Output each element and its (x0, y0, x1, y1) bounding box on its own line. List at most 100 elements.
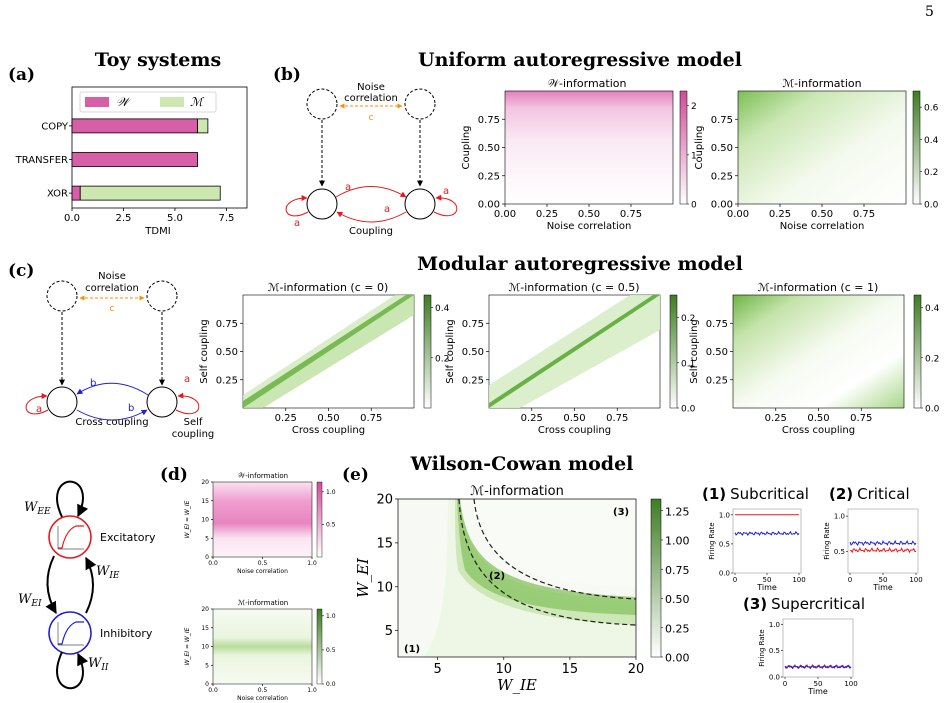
label-wie: WIE (96, 564, 120, 581)
annotation-3: (3) (613, 507, 629, 518)
colorbar (669, 294, 678, 409)
y-axis-label: Self coupling (689, 319, 700, 384)
x-tick-label: 0.50 (578, 209, 600, 220)
noise-label-2: correlation (344, 93, 398, 104)
y-tick-label: 0.25 (706, 375, 728, 386)
heatmap-title: ℳ-information (c = 0) (268, 281, 389, 294)
noise-node-right (404, 88, 436, 120)
page-number: 5 (925, 4, 934, 20)
heatmap-axes: 5 10 15 20 5 10 15 20 W_IE W_EI 0.00 0.25 0.50 0.75 1.… (354, 493, 690, 694)
y-tick-label: 10 (376, 580, 393, 595)
bar-transfer-0 (71, 152, 198, 167)
y-tick-label: 0.50 (216, 347, 238, 358)
noise-node-left (46, 280, 78, 312)
legend-swatch-m (160, 97, 184, 107)
x-tick-label: 20 (628, 662, 645, 677)
rate-series-1 (784, 664, 852, 670)
y-axis-label: Self coupling (445, 319, 456, 384)
heatmap-modular-c05: ℳ-information (c = 0.5) 0.25 0.50 0.75 0.25… (445, 281, 696, 436)
colorbar-tick-label: 0.75 (665, 564, 690, 577)
legend-label-w: 𝒲 (116, 95, 132, 109)
label-a-right: a (184, 374, 190, 385)
y-tick-label: 0.00 (711, 200, 733, 211)
heatmap-title: ℳ-information (c = 0.5) (508, 281, 639, 294)
x-tick-label: 0.50 (811, 209, 833, 220)
y-tick-label: 0.5 (834, 548, 845, 556)
y-tick-label: 0.50 (478, 143, 500, 154)
title-uniform: Uniform autoregressive model (418, 49, 742, 71)
bar-copy-1 (197, 118, 209, 134)
y-tick-label: 0.25 (462, 375, 484, 386)
bar-xor-0 (71, 185, 81, 201)
colorbar-tick-label: 0.0 (326, 681, 336, 688)
x-tick-label: 0.0 (208, 560, 218, 567)
heatmap-frame (397, 498, 637, 658)
colorbar-tick-label: 0.2 (681, 314, 695, 324)
wee-loop (56, 480, 89, 518)
label-wei: WEI (18, 592, 42, 609)
x-tick-label: 0.75 (850, 413, 872, 424)
panel-a-bars (71, 118, 221, 201)
y-tick-label: 5 (205, 535, 209, 542)
heatmap-area (737, 90, 907, 205)
noise-label: Noise (357, 82, 385, 93)
y-tick-label: 0.50 (711, 143, 733, 154)
y-tick-label: 0.25 (216, 375, 238, 386)
node-right (404, 188, 436, 220)
colorbar (423, 294, 432, 409)
label-wii: WII (88, 656, 109, 673)
bar-copy-0 (71, 118, 198, 134)
x-axis-label: Time (872, 583, 893, 592)
y-axis-label: W_EI = W_IE (184, 627, 191, 665)
colorbar-tick-label: 1.0 (326, 613, 336, 620)
legend-swatch-w (85, 97, 109, 107)
heatmap-title: ℳ-information (c = 1) (758, 281, 879, 294)
x-tick-label: 0 (848, 576, 852, 584)
x-tick-label: 0.0 (64, 213, 80, 224)
y-tick-label: 0.25 (478, 171, 500, 182)
x-axis-label: Noise correlation (547, 221, 632, 232)
x-tick-label: 0.50 (807, 413, 829, 424)
y-tick-label: 15 (376, 536, 393, 551)
panel-a-chart: 𝒲 ℳ COPY TRANSFER XOR 0.0 2.5 5.0 7.5 TDMI (15, 86, 248, 237)
heatmap-area (212, 608, 313, 685)
y-tick-label: 0.25 (711, 171, 733, 182)
x-tick-label: 100 (909, 576, 922, 584)
rates-title-1: (1) Subcritical (702, 485, 809, 503)
heatmap-modular-c0: ℳ-information (c = 0) 0.25 0.50 0.75 0.25 0.… (199, 281, 450, 436)
y-tick-label: 5 (385, 624, 393, 639)
label-a-top: a (345, 182, 351, 193)
self-coupling-label-2: coupling (172, 429, 215, 440)
heatmap-wc-w: 𝒲-information 0.0 0.5 1.0 0 5 10 15 20 Noise cor… (184, 472, 336, 575)
x-tick-label: 0.0 (208, 687, 218, 694)
x-tick-label: 100 (844, 680, 857, 688)
y-axis-label: Firing Rate (823, 522, 831, 559)
y-tick-label: 0.50 (462, 347, 484, 358)
x-tick-label: 50 (879, 576, 888, 584)
x-tick-label: 0.5 (258, 560, 268, 567)
excitatory-sigmoid-icon (58, 525, 84, 549)
phase-region (422, 499, 636, 657)
colorbar (912, 90, 921, 205)
y-tick-label: 1.0 (719, 511, 730, 519)
legend-label-m: ℳ (190, 95, 205, 109)
panel-a-ticks: COPY TRANSFER XOR 0.0 2.5 5.0 7.5 (15, 121, 235, 224)
y-tick-label: 0 (205, 554, 209, 561)
x-tick-label: 1.0 (307, 560, 317, 567)
self-loop-left (25, 393, 49, 415)
x-tick-label: 0.50 (317, 413, 339, 424)
category-label: XOR (47, 189, 68, 200)
y-axis-label: Firing Rate (758, 629, 766, 666)
x-tick-label: 0.75 (606, 413, 628, 424)
diagonal-core (489, 295, 660, 408)
coupling-label: Coupling (349, 226, 393, 237)
heatmap-wc-m: ℳ-information 0.0 0.5 1.0 0 5 10 15 20 Noise cor… (184, 599, 336, 702)
x-axis-label: W_IE (497, 676, 537, 694)
heatmap-title: ℳ-information (238, 599, 288, 607)
heatmap-uniform-w: 𝒲-information 0.00 0.25 0.50 0.75 0.00 0.25 0.… (461, 77, 697, 232)
y-tick-label: 0.0 (769, 674, 780, 682)
colorbar-tick-label: 0.6 (924, 104, 939, 114)
rate-series-0 (849, 547, 916, 554)
colorbar-tick-label: 0.4 (924, 136, 939, 146)
